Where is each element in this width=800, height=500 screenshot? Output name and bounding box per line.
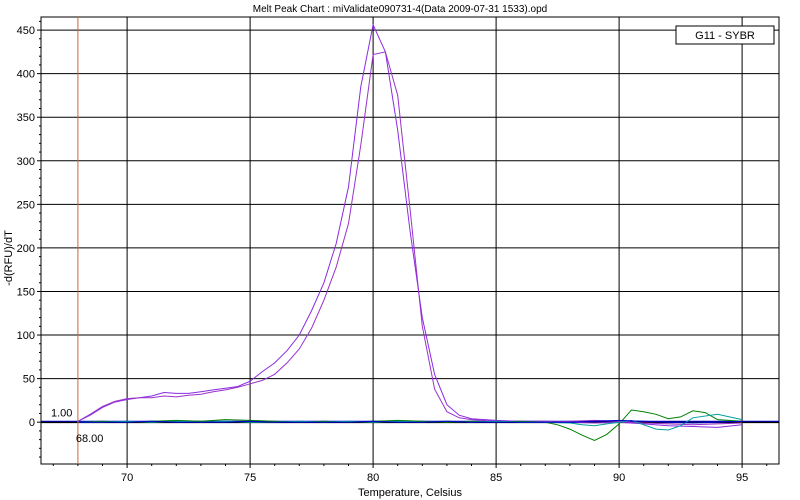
- x-tick-label: 70: [121, 472, 133, 484]
- temperature-marker-label: 68.00: [76, 433, 104, 445]
- chart-title: Melt Peak Chart : miValidate090731-4(Dat…: [253, 4, 547, 15]
- y-tick-label: 400: [17, 69, 35, 81]
- threshold-label: 1.00: [51, 407, 72, 419]
- x-axis-label: Temperature, Celsius: [358, 487, 462, 499]
- axis-ticks: 0 50 100 150 200 250 300 350 400 450 70 75 80 85 90 95: [17, 20, 768, 484]
- x-tick-label: 75: [244, 472, 256, 484]
- x-tick-label: 85: [490, 472, 502, 484]
- legend-box: [675, 25, 775, 45]
- y-tick-label: 350: [17, 112, 35, 124]
- y-tick-label: 150: [17, 286, 35, 298]
- plot-area: [40, 16, 780, 465]
- y-tick-label: 50: [23, 374, 35, 386]
- y-tick-label: 200: [17, 243, 35, 255]
- series-line: [77, 51, 743, 426]
- y-axis-label: -d(RFU)/dT: [3, 230, 15, 286]
- y-tick-label: 300: [17, 156, 35, 168]
- y-tick-label: 250: [17, 199, 35, 211]
- x-tick-label: 90: [613, 472, 625, 484]
- legend: G11 - SYBR: [675, 25, 775, 45]
- y-tick-label: 0: [29, 417, 35, 429]
- x-tick-label: 95: [736, 472, 748, 484]
- series-line: [77, 419, 743, 424]
- series-group: [77, 17, 743, 464]
- y-tick-label: 450: [17, 25, 35, 37]
- y-tick-label: 100: [17, 330, 35, 342]
- legend-entry: G11 - SYBR: [695, 30, 755, 42]
- x-tick-label: 80: [367, 472, 379, 484]
